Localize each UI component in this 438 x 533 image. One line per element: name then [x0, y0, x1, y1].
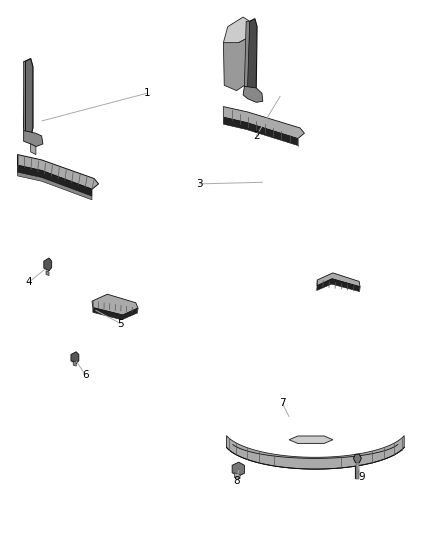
Text: 6: 6 — [82, 370, 89, 379]
Polygon shape — [25, 59, 33, 133]
Text: 4: 4 — [25, 278, 32, 287]
Polygon shape — [244, 21, 250, 90]
Text: 9: 9 — [358, 472, 365, 482]
Polygon shape — [31, 144, 36, 155]
Polygon shape — [232, 462, 244, 476]
Polygon shape — [317, 279, 360, 292]
Polygon shape — [92, 294, 138, 315]
Polygon shape — [234, 473, 240, 479]
Polygon shape — [317, 273, 360, 287]
Polygon shape — [46, 271, 49, 276]
Text: 2: 2 — [253, 131, 260, 141]
Polygon shape — [223, 17, 250, 51]
Polygon shape — [243, 86, 263, 102]
Polygon shape — [44, 258, 52, 271]
Polygon shape — [246, 19, 257, 91]
Polygon shape — [73, 361, 76, 366]
Polygon shape — [24, 59, 33, 133]
Text: 8: 8 — [233, 476, 240, 486]
Text: 5: 5 — [117, 319, 124, 328]
Polygon shape — [226, 445, 404, 469]
Polygon shape — [226, 435, 404, 469]
Polygon shape — [71, 352, 79, 364]
Polygon shape — [18, 172, 92, 200]
Polygon shape — [18, 165, 92, 196]
Polygon shape — [18, 155, 99, 189]
Polygon shape — [24, 131, 43, 147]
Polygon shape — [353, 454, 361, 463]
Polygon shape — [93, 308, 138, 320]
Text: 1: 1 — [143, 88, 150, 98]
Text: 3: 3 — [196, 179, 203, 189]
Polygon shape — [24, 61, 25, 133]
Polygon shape — [289, 436, 333, 443]
Polygon shape — [223, 37, 249, 91]
Text: 7: 7 — [279, 399, 286, 408]
Polygon shape — [223, 117, 298, 146]
Polygon shape — [223, 107, 304, 139]
